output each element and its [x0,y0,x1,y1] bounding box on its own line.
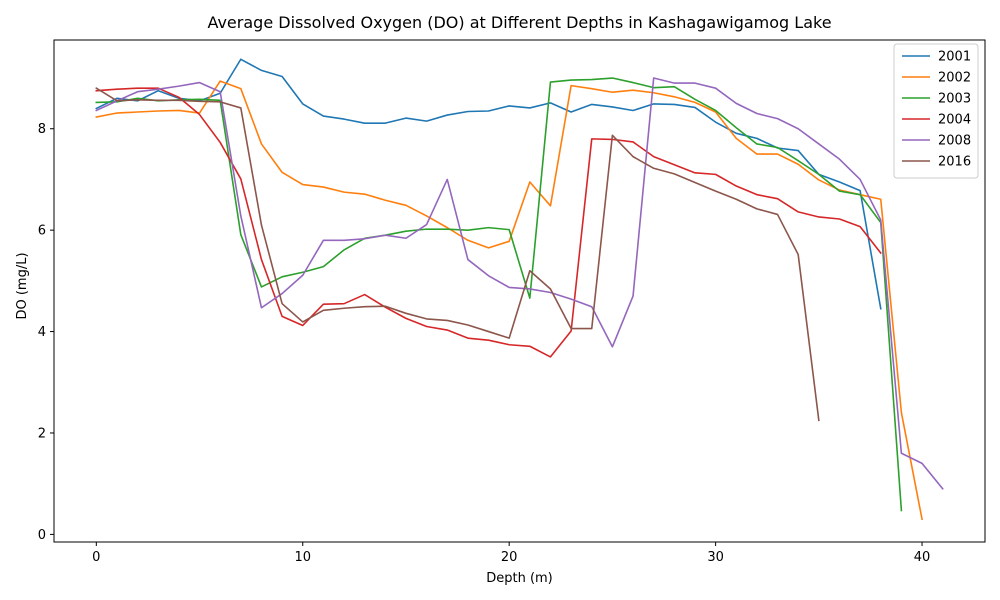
legend-label-2002: 2002 [938,71,971,86]
series-line-2004 [95,87,882,358]
y-tick-label: 6 [38,224,46,239]
series-line-2002 [95,80,923,521]
x-tick-label: 0 [92,550,100,565]
legend-label-2008: 2008 [938,134,971,149]
legend-label-2003: 2003 [938,92,971,107]
series-line-2003 [95,77,903,512]
plot-area [53,39,986,543]
series-line-2008 [95,77,944,490]
x-tick-label: 30 [707,550,724,565]
y-axis-label: DO (mg/L) [15,252,30,319]
y-tick-label: 2 [38,426,46,441]
axes-frame [53,39,986,543]
x-axis: 0 10 20 30 40 [92,542,930,565]
x-tick-label: 10 [294,550,311,565]
y-tick-label: 8 [38,122,46,137]
chart-title: Average Dissolved Oxygen (DO) at Differe… [207,13,831,32]
x-tick-label: 20 [501,550,518,565]
legend: 2001 2002 2003 2004 2008 2016 [893,43,979,179]
series-line-2016 [95,87,820,422]
x-axis-label: Depth (m) [486,571,553,586]
legend-label-2001: 2001 [938,50,971,65]
y-tick-label: 4 [38,325,46,340]
legend-label-2016: 2016 [938,155,971,170]
x-tick-label: 40 [914,550,931,565]
y-axis: 0 2 4 6 8 [38,122,54,543]
y-tick-label: 0 [38,528,46,543]
legend-label-2004: 2004 [938,113,971,128]
series-line-2001 [95,58,882,310]
